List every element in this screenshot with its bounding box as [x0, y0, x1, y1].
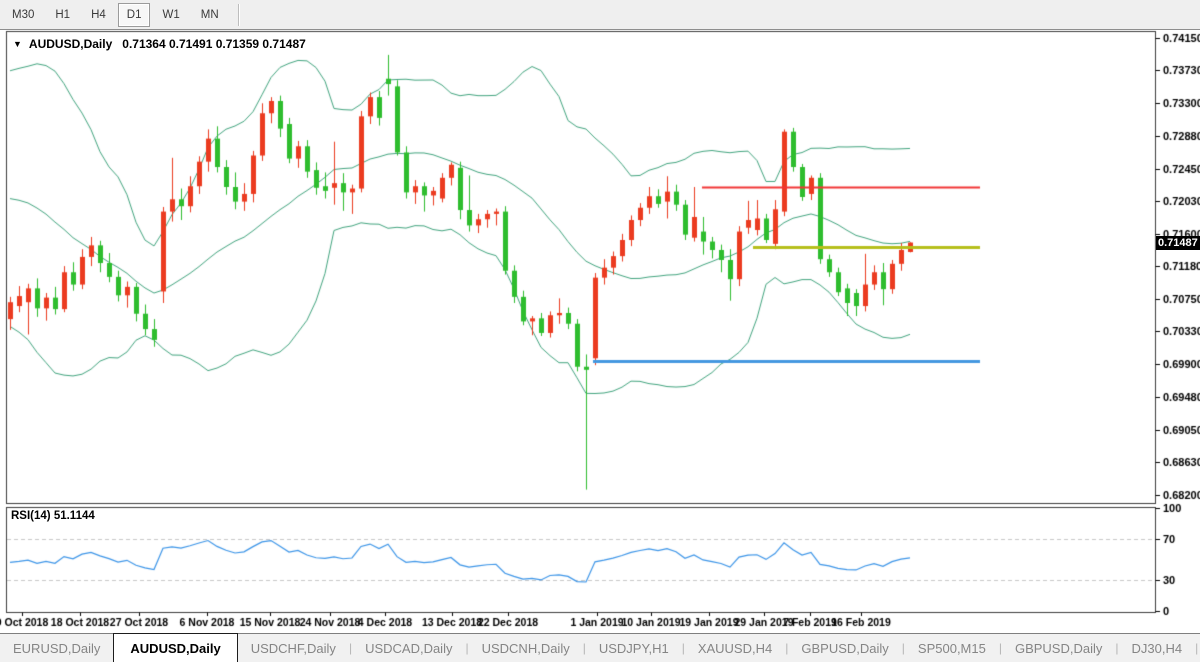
tab-usdchf-daily-2[interactable]: USDCHF,Daily — [250, 640, 336, 656]
timeframe-button-w1[interactable]: W1 — [162, 8, 180, 21]
tab-usdjpy-h1-5[interactable]: USDJPY,H1 — [598, 640, 669, 656]
tab-separator: | — [582, 641, 586, 655]
timeframe-toolbar: M30 H1 H4 D1 W1 MN — [0, 0, 1200, 30]
rsi-indicator-label: RSI(14) 51.1144 — [11, 510, 95, 522]
tab-separator: | — [785, 641, 789, 655]
chart-symbol-label: AUDUSD,Daily — [28, 37, 113, 51]
symbol-tab-bar: EURUSD,Daily AUDUSD,Daily USDCHF,Daily | USD… — [0, 633, 1200, 662]
timeframe-button-d1[interactable]: D1 — [117, 2, 151, 27]
tab-separator: | — [681, 641, 685, 655]
tab-dj30-h4-10[interactable]: DJ30,H4 — [1131, 640, 1183, 656]
toolbar-separator — [237, 3, 240, 26]
tab-gbpusd-daily-9[interactable]: GBPUSD,Daily — [1014, 640, 1103, 656]
tab-sp500-m15-8[interactable]: SP500,M15 — [917, 640, 986, 656]
tab-separator: | — [465, 641, 469, 655]
tab-separator: | — [998, 641, 1002, 655]
current-price-badge: 0.71487 — [1156, 236, 1200, 250]
chart-title: ▼ AUDUSD,Daily 0.71364 0.71491 0.71359 0… — [13, 37, 306, 51]
tab-separator: | — [901, 641, 905, 655]
tab-gbpusd-daily-7[interactable]: GBPUSD,Daily — [801, 640, 889, 656]
timeframe-button-h4[interactable]: H4 — [91, 8, 106, 21]
symbol-dropdown-icon[interactable]: ▼ — [13, 39, 22, 49]
tab-audusd-daily-1[interactable]: AUDUSD,Daily — [113, 633, 238, 662]
timeframe-button-m30[interactable]: M30 — [12, 8, 35, 21]
tab-separator: | — [1195, 641, 1199, 655]
timeframe-button-mn[interactable]: MN — [200, 8, 219, 21]
tab-usdcad-daily-3[interactable]: USDCAD,Daily — [365, 640, 453, 656]
tab-xauusd-h4-6[interactable]: XAUUSD,H4 — [697, 640, 773, 656]
tab-separator: | — [348, 641, 353, 655]
tab-usdcnh-daily-4[interactable]: USDCNH,Daily — [481, 640, 570, 656]
tab-separator: | — [1115, 641, 1119, 655]
tab-eurusd-daily-0[interactable]: EURUSD,Daily — [13, 640, 101, 656]
timeframe-button-h1[interactable]: H1 — [55, 8, 71, 21]
chart-ohlc-values: 0.71364 0.71491 0.71359 0.71487 — [122, 37, 306, 51]
